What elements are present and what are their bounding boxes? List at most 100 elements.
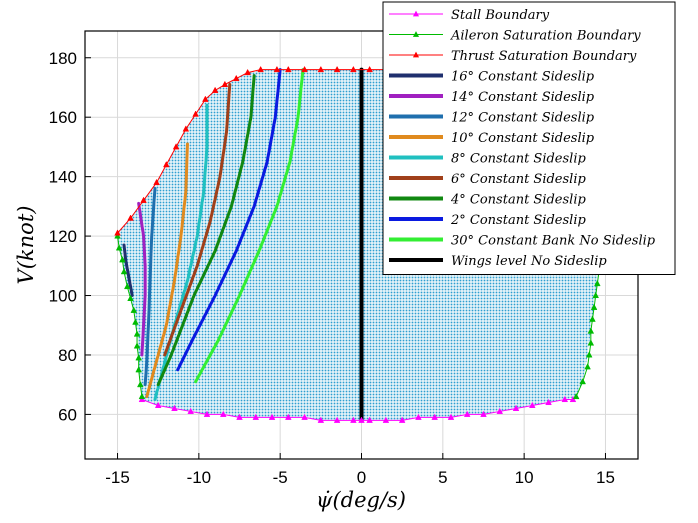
legend-item-16-deg-constant-sideslip: 16° Constant Sideslip [389,70,595,85]
series-4-deg-constant-sideslip-line [156,74,256,387]
series-30-deg-constant-bank-no-sideslip [194,68,305,384]
legend-marker [412,31,420,37]
legend-label: Aileron Saturation Boundary [450,29,641,44]
series-aileron-saturation-boundary-marker [594,279,601,287]
legend-item-8-deg-constant-sideslip: 8° Constant Sideslip [389,152,586,167]
series-aileron-saturation-boundary-marker [135,366,142,373]
series-thrust-saturation-boundary-marker [366,65,373,73]
series-thrust-saturation-boundary-marker [192,110,199,117]
series-aileron-saturation-boundary-marker [137,380,144,388]
series-aileron-saturation-boundary-marker [114,232,121,239]
series-aileron-saturation-boundary-marker [589,315,596,322]
series-stall-boundary-marker [301,413,308,420]
series-stall-boundary-marker [138,395,146,403]
series-stall-boundary-marker [366,416,373,423]
series-12-deg-constant-sideslip [143,187,157,387]
series-thrust-saturation-boundary-marker [153,178,160,186]
y-axis: 60 80 100 120 140 160 180 [49,49,91,424]
legend-marker [412,51,420,58]
series-thrust-saturation-boundary-marker [172,143,180,150]
x-tick-label: 5 [438,468,447,487]
series-thrust-saturation-boundary-marker [182,125,190,132]
series-stall-boundary-marker [431,413,438,420]
series-stall-boundary-marker [480,410,487,417]
series-stall-boundary-marker [569,395,577,403]
legend-item-stall-boundary: Stall Boundary [389,8,550,23]
series-aileron-saturation-boundary-marker [587,327,595,334]
series-stall-boundary-marker [219,410,227,417]
series-stall-boundary-marker [496,407,504,414]
series-stall-boundary-marker [415,413,422,420]
legend-label: Wings level No Sideslip [451,254,607,269]
series-aileron-saturation-boundary-marker [123,282,131,290]
series-thrust-saturation-boundary-marker [211,86,219,93]
series-aileron-saturation-boundary-marker [585,351,593,358]
x-tick-label: -15 [105,468,130,487]
legend-label: 2° Constant Sideslip [450,213,586,228]
series-14-deg-constant-sideslip-line [137,201,147,357]
series-thrust-saturation-boundary-marker [350,65,357,73]
series-aileron-saturation-boundary-marker [138,392,146,400]
series-stall-boundary-marker [358,416,365,423]
series-thrust-saturation-boundary-marker [285,65,292,73]
series-aileron-saturation-boundary-marker [130,306,138,313]
x-tick-label: -5 [273,468,288,487]
series-aileron-saturation-boundary-marker [132,318,139,325]
legend-label: 30° Constant Bank No Sideslip [451,234,656,249]
series-aileron-saturation-boundary-marker [135,354,142,361]
series-stall-boundary [138,395,577,423]
series-thrust-saturation-boundary-marker [232,74,240,82]
series-thrust-saturation-boundary-marker [273,65,281,73]
series-aileron-saturation-boundary-marker [115,244,123,251]
series-thrust-saturation-boundary-marker [333,65,341,73]
legend-label: 6° Constant Sideslip [451,172,586,187]
series-aileron-saturation-boundary-marker [592,291,600,299]
series-thrust-saturation-boundary-marker [244,68,251,76]
series-stall-boundary-marker [252,413,260,420]
series-stall-boundary-marker [268,413,276,420]
legend: Stall Boundary Aileron Saturation Boundar… [382,1,676,275]
series-aileron-saturation-boundary-marker [119,256,126,263]
legend-marker [412,10,420,17]
series-thrust-saturation-boundary-marker [127,214,134,221]
x-axis: -15 -10 -5 0 5 10 15 [105,453,615,487]
legend-label: 10° Constant Sideslip [451,131,595,146]
series-stall-boundary-marker [154,401,162,408]
legend-item-wings-level-no-sideslip: Wings level No Sideslip [389,254,607,269]
series-stall-boundary-marker [463,410,471,417]
series-30-deg-constant-bank-no-sideslip-line [194,68,305,384]
legend-label: 14° Constant Sideslip [451,90,595,105]
series-aileron-saturation-boundary-marker [120,268,128,275]
legend-item-12-deg-constant-sideslip: 12° Constant Sideslip [389,111,595,126]
series-stall-boundary-marker [512,404,520,411]
series-thrust-saturation-boundary-marker [140,196,147,203]
legend-item-10-deg-constant-sideslip: 10° Constant Sideslip [389,131,595,146]
legend-label: Stall Boundary [451,8,550,23]
series-aileron-saturation-boundary-marker [572,392,580,400]
series-thrust-saturation-boundary-marker [317,65,325,73]
series-thrust-saturation-boundary-marker [114,229,121,236]
series-10-deg-constant-sideslip [145,142,189,399]
series-2-deg-constant-sideslip [176,68,282,372]
x-axis-title: ψ̇(deg/s) [316,488,406,512]
series-aileron-saturation-boundary-marker [133,330,141,337]
series-stall-boundary-marker [317,416,325,423]
x-tick-label: 0 [357,468,366,487]
series-16-deg-constant-sideslip-line [122,243,134,298]
y-tick-label: 160 [49,108,77,127]
legend-item-aileron-saturation-boundary: Aileron Saturation Boundary [389,29,641,44]
series-stall-boundary-marker [545,398,552,406]
y-tick-label: 120 [49,227,77,246]
legend-item-2-deg-constant-sideslip: 2° Constant Sideslip [389,213,586,228]
series-4-deg-constant-sideslip [156,74,256,387]
y-tick-label: 100 [49,287,77,306]
series-2-deg-constant-sideslip-line [176,68,282,372]
legend-item-30-deg-constant-bank-no-sideslip: 30° Constant Bank No Sideslip [389,234,656,249]
legend-label: 4° Constant Sideslip [450,193,586,208]
series-thrust-saturation-boundary-marker [163,161,170,168]
legend-label: 16° Constant Sideslip [451,70,595,85]
y-tick-label: 60 [58,405,77,424]
legend-label: Thrust Saturation Boundary [451,49,637,64]
series-aileron-saturation-boundary-marker [579,377,586,385]
